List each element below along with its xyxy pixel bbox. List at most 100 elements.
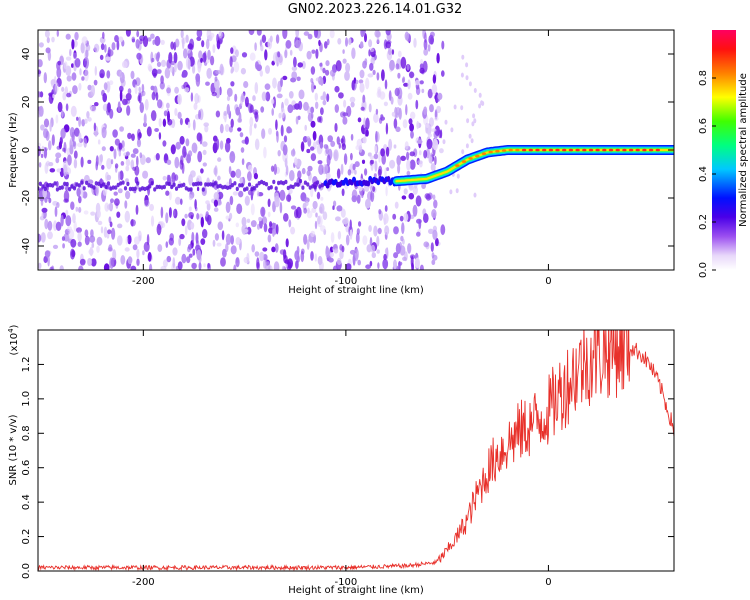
noise-blob — [263, 146, 267, 159]
noise-blob — [268, 127, 272, 135]
noise-blob — [271, 246, 276, 253]
track-peak — [542, 148, 547, 152]
noise-blob — [369, 62, 374, 71]
noise-blob — [413, 37, 417, 48]
noise-blob — [478, 103, 482, 109]
noise-blob — [294, 103, 300, 110]
noise-blob — [395, 243, 401, 255]
noise-blob — [194, 199, 197, 210]
noise-blob — [185, 138, 190, 147]
snr-frame — [37, 329, 675, 572]
track-mark — [240, 183, 244, 188]
track-mark — [63, 181, 67, 186]
snr-x-ticks: -200 -100 0 — [132, 330, 552, 588]
noise-blob — [131, 133, 135, 141]
noise-blob — [56, 30, 59, 37]
noise-blob — [322, 211, 328, 221]
noise-blob — [55, 114, 59, 124]
noise-blob — [72, 85, 78, 95]
noise-blob — [113, 191, 118, 196]
noise-blob — [338, 142, 341, 149]
noise-blob — [137, 95, 141, 102]
noise-blob — [240, 147, 245, 153]
track-mark — [70, 184, 74, 189]
noise-blob — [81, 186, 84, 199]
noise-blob — [39, 91, 44, 98]
noise-blob — [43, 128, 49, 139]
noise-blob — [150, 110, 157, 122]
track-mark — [77, 183, 81, 188]
noise-blob — [438, 130, 442, 139]
track-mark — [145, 186, 149, 191]
noise-blob — [44, 218, 49, 230]
noise-blob — [415, 195, 422, 207]
noise-blob — [362, 94, 366, 104]
noise-blob — [63, 164, 68, 177]
noise-blob — [230, 68, 234, 74]
noise-blob — [358, 221, 362, 227]
noise-blob — [200, 57, 203, 63]
noise-blob — [126, 105, 131, 116]
noise-blob — [272, 228, 275, 237]
track-peak — [508, 148, 513, 152]
noise-blob — [265, 65, 270, 74]
track-peak — [501, 149, 507, 152]
noise-blob — [252, 109, 259, 115]
noise-blob — [114, 163, 119, 169]
noise-blob — [162, 140, 167, 147]
noise-blob — [344, 71, 350, 81]
noise-blob — [142, 35, 149, 48]
noise-blob — [297, 115, 301, 121]
noise-blob — [233, 61, 240, 73]
noise-blob — [127, 132, 132, 140]
track-mark — [82, 186, 86, 191]
noise-blob — [301, 60, 306, 70]
noise-blob — [287, 104, 294, 114]
noise-blob — [109, 257, 114, 270]
noise-blob — [350, 133, 354, 141]
noise-blob — [286, 194, 292, 202]
track-mark — [366, 180, 371, 187]
noise-blob — [335, 60, 342, 72]
noise-blob — [75, 206, 79, 212]
noise-blob — [429, 31, 435, 38]
noise-blob — [285, 165, 289, 176]
noise-blob — [311, 81, 315, 93]
noise-blob — [466, 118, 470, 124]
noise-blob — [192, 65, 196, 74]
noise-blob — [235, 257, 240, 268]
track-mark — [184, 186, 188, 191]
noise-blob — [393, 226, 399, 235]
noise-blob — [276, 131, 279, 143]
noise-blob — [154, 128, 160, 132]
noise-blob — [212, 44, 216, 54]
noise-blob — [229, 212, 233, 220]
track-mark — [48, 182, 52, 188]
noise-blob — [395, 126, 401, 133]
noise-blob — [247, 171, 252, 182]
noise-blob — [109, 146, 114, 152]
noise-blob — [330, 232, 335, 243]
track-peak — [615, 148, 620, 152]
noise-blob — [181, 218, 186, 227]
noise-blob — [56, 168, 62, 173]
track-mark — [221, 185, 225, 190]
noise-blob — [377, 227, 382, 235]
noise-blob — [244, 195, 250, 206]
noise-blob — [460, 105, 464, 111]
noise-blob — [423, 149, 428, 159]
noise-blob — [432, 194, 436, 200]
track-mark — [38, 181, 43, 186]
noise-blob — [345, 263, 352, 270]
noise-blob — [124, 200, 128, 209]
noise-blob — [124, 247, 130, 252]
noise-blob — [358, 79, 364, 84]
noise-blob — [160, 39, 165, 46]
noise-blob — [376, 35, 380, 44]
track-mark — [157, 184, 162, 190]
noise-blob — [421, 88, 425, 94]
noise-blob — [150, 33, 155, 39]
spectrogram-y-ticks: -40 -20 0 20 40 — [21, 48, 674, 254]
noise-blob — [310, 106, 315, 114]
noise-blob — [65, 209, 69, 216]
